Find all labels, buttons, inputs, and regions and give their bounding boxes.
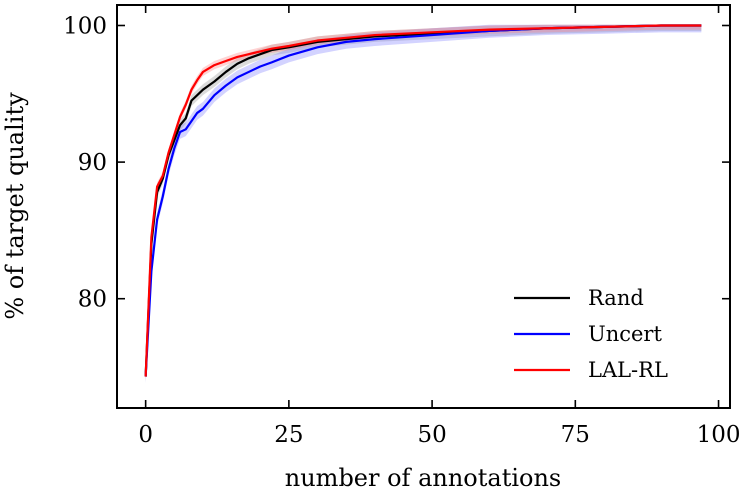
- y-tick-label: 80: [78, 287, 107, 313]
- x-tick-label: 75: [561, 422, 590, 448]
- axis-ticks: 0 25 50 75 100 80 90 100: [63, 5, 740, 448]
- x-tick-label: 100: [697, 422, 741, 448]
- x-axis-title: number of annotations: [285, 464, 561, 492]
- y-tick-label: 100: [63, 13, 107, 39]
- legend-label-lal-rl: LAL-RL: [588, 358, 668, 382]
- x-tick-label: 25: [274, 422, 303, 448]
- legend: Rand Uncert LAL-RL: [514, 286, 668, 382]
- x-tick-label: 0: [138, 422, 153, 448]
- y-tick-label: 90: [78, 150, 107, 176]
- y-axis-title: % of target quality: [1, 92, 29, 320]
- plot-frame: [116, 4, 731, 409]
- series-line-lal-rl: [144, 24, 702, 377]
- legend-label-rand: Rand: [588, 286, 644, 310]
- series-lines: [144, 24, 702, 377]
- x-tick-label: 50: [417, 422, 446, 448]
- series-line-uncert: [144, 24, 702, 377]
- legend-label-uncert: Uncert: [588, 322, 662, 346]
